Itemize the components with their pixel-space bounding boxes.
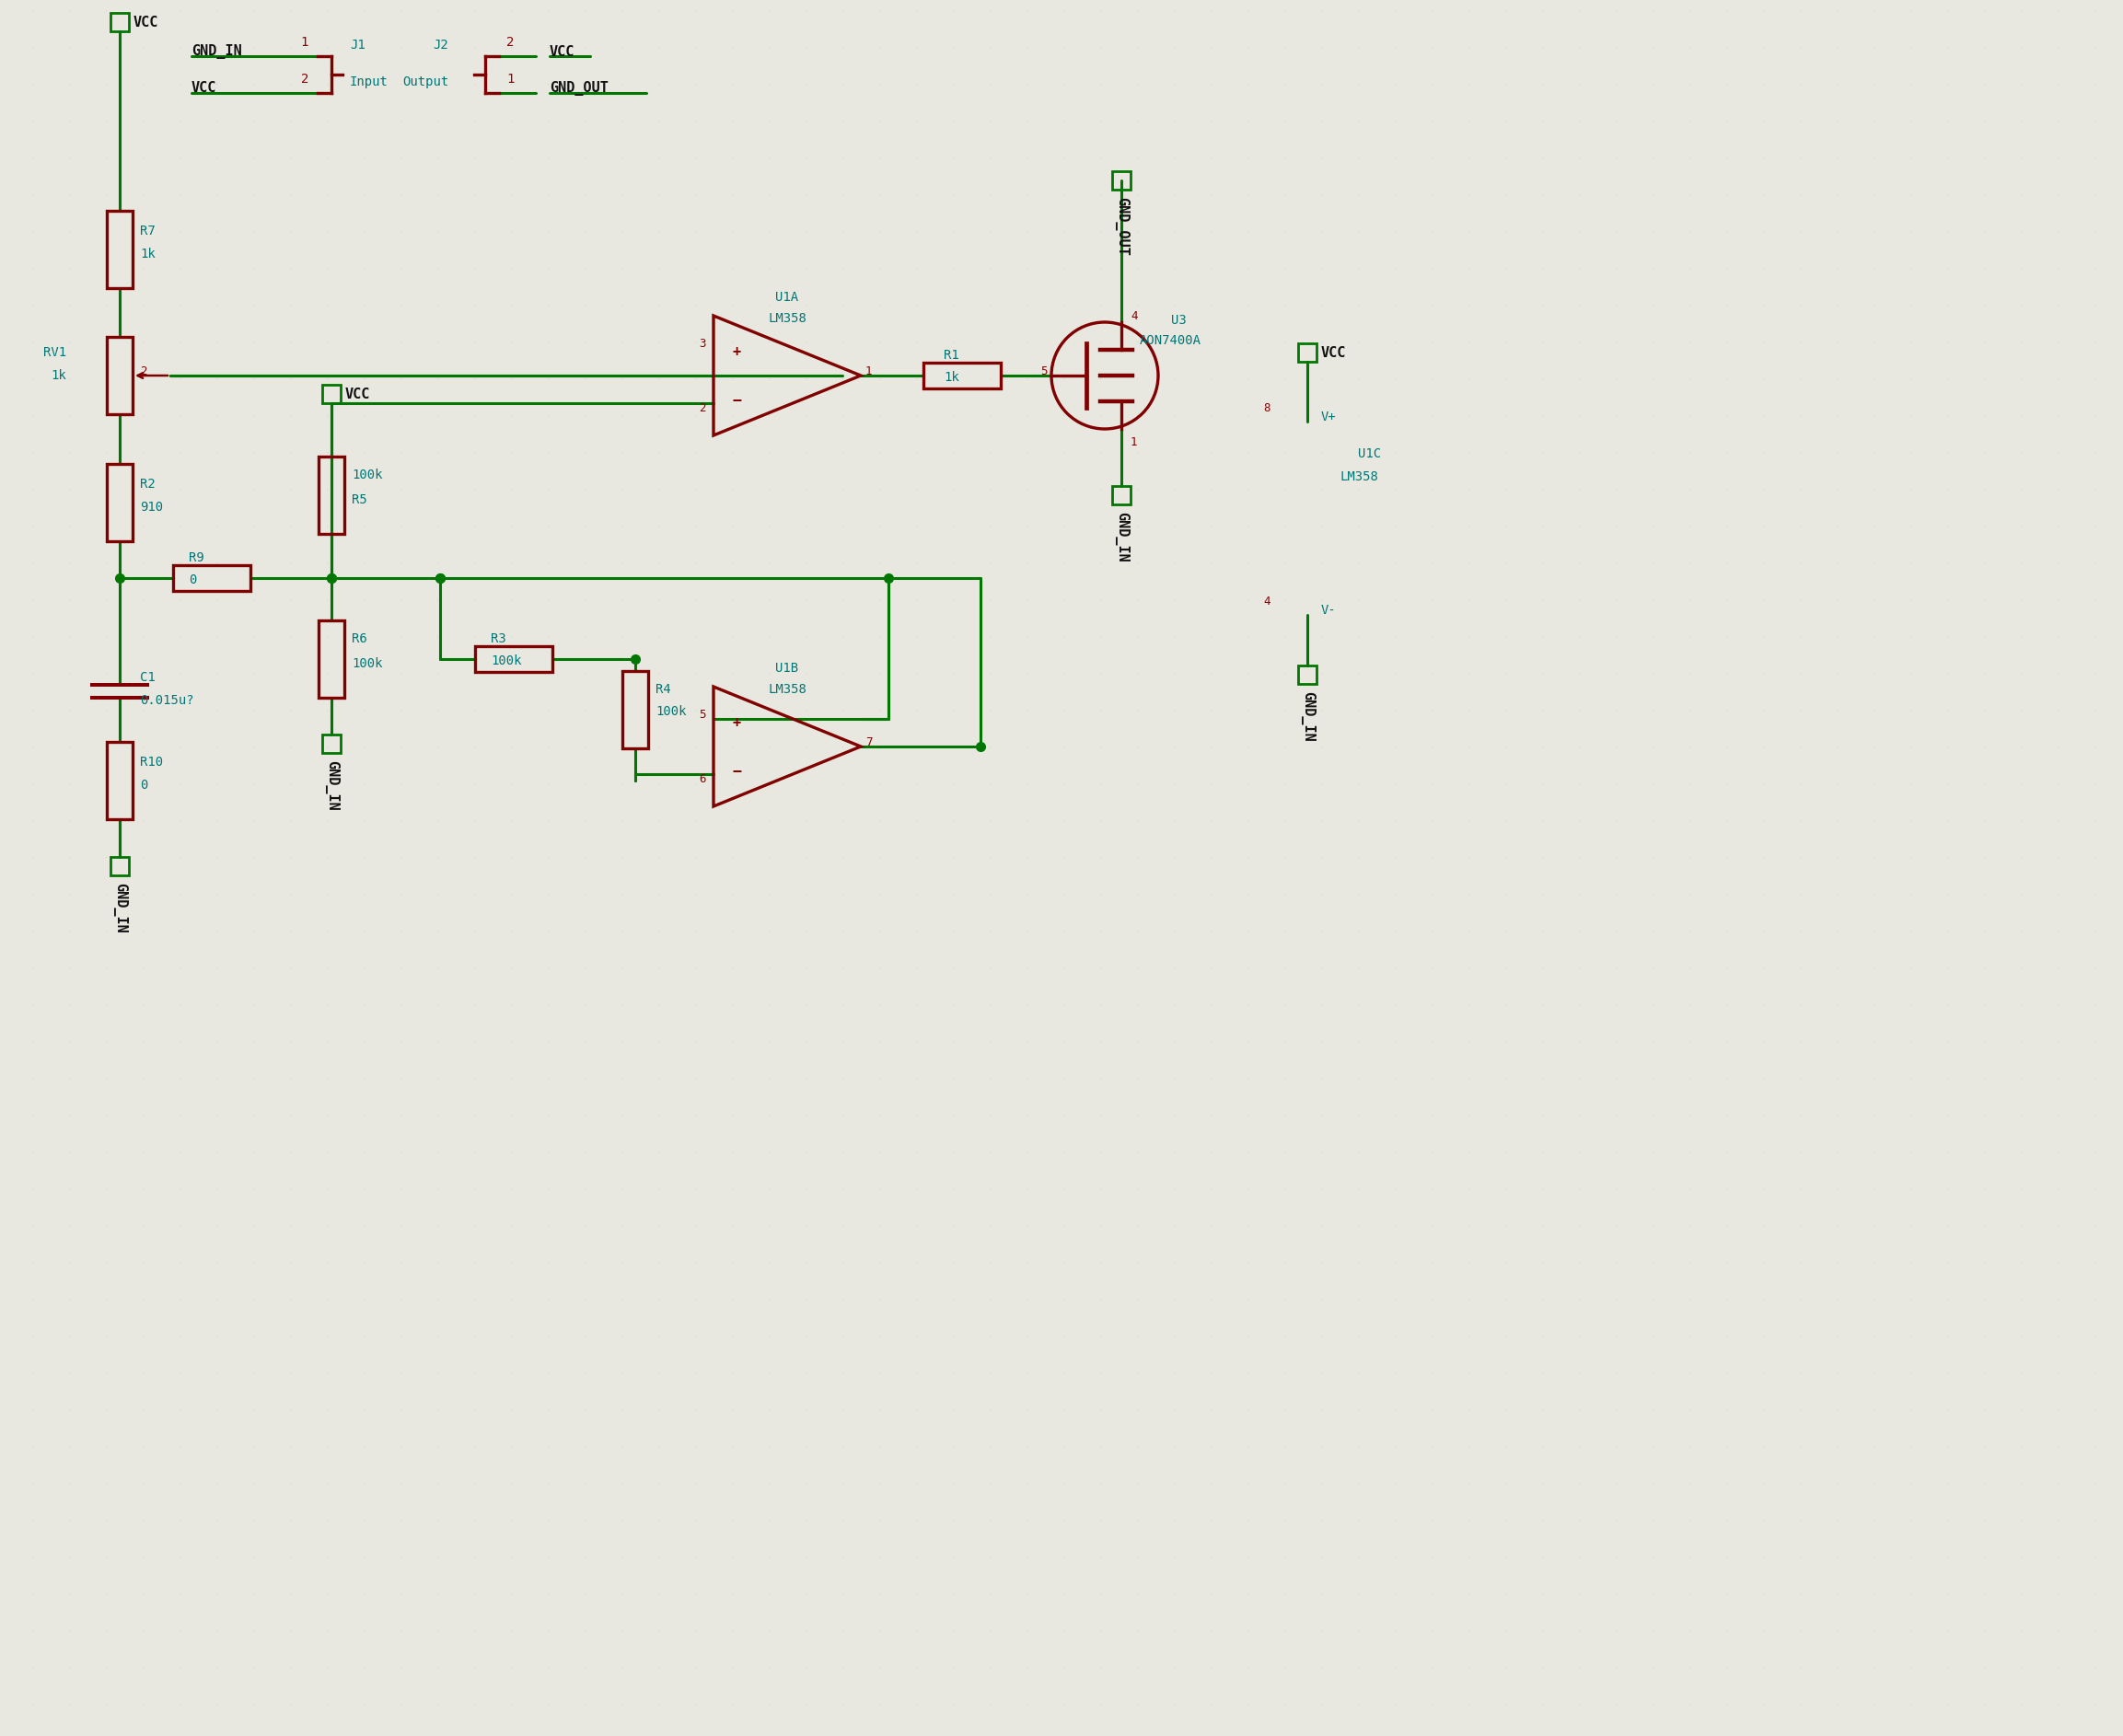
Text: 910: 910 — [140, 500, 163, 514]
Text: 0: 0 — [189, 573, 197, 587]
Bar — [622, 672, 648, 748]
Bar — [1112, 486, 1132, 505]
Bar — [106, 210, 132, 288]
Text: 100k: 100k — [656, 705, 686, 719]
Text: R7: R7 — [140, 224, 155, 238]
Text: LM358: LM358 — [769, 312, 807, 325]
Text: RV1: RV1 — [42, 345, 66, 359]
Bar — [174, 566, 251, 590]
Bar — [1297, 665, 1316, 684]
Text: VCC: VCC — [550, 45, 575, 59]
Text: −: − — [732, 391, 741, 408]
Text: 1: 1 — [301, 36, 308, 49]
Bar — [924, 363, 1000, 389]
Text: 1: 1 — [1132, 436, 1138, 448]
Text: U1A: U1A — [775, 292, 798, 304]
Text: LM358: LM358 — [769, 682, 807, 696]
Text: VCC: VCC — [1321, 345, 1346, 359]
Text: GND_IN: GND_IN — [191, 43, 242, 59]
Text: 5: 5 — [698, 708, 707, 720]
Text: 0: 0 — [140, 779, 149, 792]
Text: +: + — [732, 715, 741, 729]
Text: 0.015u?: 0.015u? — [140, 694, 193, 707]
Text: 100k: 100k — [352, 469, 382, 481]
Text: Output: Output — [401, 75, 448, 89]
Text: 7: 7 — [866, 736, 873, 748]
Text: GND_IN: GND_IN — [1299, 691, 1314, 741]
Bar — [110, 858, 130, 875]
Text: GND_IN: GND_IN — [113, 882, 127, 934]
Text: U1C: U1C — [1359, 448, 1382, 460]
Text: 100k: 100k — [490, 654, 522, 667]
Text: GND_OUT: GND_OUT — [1115, 196, 1129, 255]
Text: R9: R9 — [189, 552, 204, 564]
Bar — [106, 741, 132, 819]
Bar — [318, 457, 344, 535]
Text: U1B: U1B — [775, 661, 798, 675]
Text: 4: 4 — [1263, 595, 1270, 608]
Text: 8: 8 — [1263, 401, 1270, 413]
Text: 100k: 100k — [352, 658, 382, 670]
Text: −: − — [732, 762, 741, 779]
Text: VCC: VCC — [191, 82, 217, 95]
Text: 2: 2 — [140, 365, 146, 377]
Text: R10: R10 — [140, 755, 163, 769]
Text: C1: C1 — [140, 672, 155, 684]
Text: LM358: LM358 — [1340, 470, 1378, 483]
Text: +: + — [732, 345, 741, 359]
Text: R2: R2 — [140, 477, 155, 491]
Text: 1k: 1k — [51, 370, 66, 382]
Text: GND_OUT: GND_OUT — [550, 82, 609, 95]
Text: AON7400A: AON7400A — [1140, 333, 1202, 347]
Text: V-: V- — [1321, 604, 1337, 616]
Text: 1: 1 — [866, 365, 873, 377]
Text: J1: J1 — [350, 38, 365, 52]
Text: R6: R6 — [352, 632, 367, 646]
Text: 2: 2 — [507, 36, 514, 49]
Text: U3: U3 — [1172, 314, 1187, 326]
Text: 1k: 1k — [140, 248, 155, 260]
Text: GND_IN: GND_IN — [325, 760, 340, 811]
Text: VCC: VCC — [134, 16, 159, 30]
Text: 1k: 1k — [943, 372, 960, 384]
Text: 4: 4 — [1132, 309, 1138, 321]
Bar — [1112, 172, 1132, 189]
Bar — [110, 12, 130, 31]
Text: 3: 3 — [698, 337, 707, 349]
Text: R1: R1 — [943, 349, 960, 361]
Text: R5: R5 — [352, 493, 367, 507]
Text: R4: R4 — [656, 682, 671, 696]
Text: 2: 2 — [698, 401, 707, 413]
Bar — [1297, 344, 1316, 361]
Bar — [106, 337, 132, 415]
Text: R3: R3 — [490, 632, 505, 646]
Text: V+: V+ — [1321, 410, 1337, 424]
Text: J2: J2 — [433, 38, 448, 52]
Bar — [476, 646, 552, 672]
Text: 5: 5 — [1040, 365, 1047, 377]
Text: 6: 6 — [698, 773, 707, 785]
Bar — [323, 385, 340, 403]
Text: 1: 1 — [507, 73, 514, 85]
Bar — [323, 734, 340, 753]
Bar — [318, 620, 344, 698]
Text: VCC: VCC — [346, 387, 369, 401]
Bar — [106, 464, 132, 542]
Text: Input: Input — [350, 75, 389, 89]
Text: GND_IN: GND_IN — [1115, 512, 1129, 562]
Text: 2: 2 — [301, 73, 308, 85]
